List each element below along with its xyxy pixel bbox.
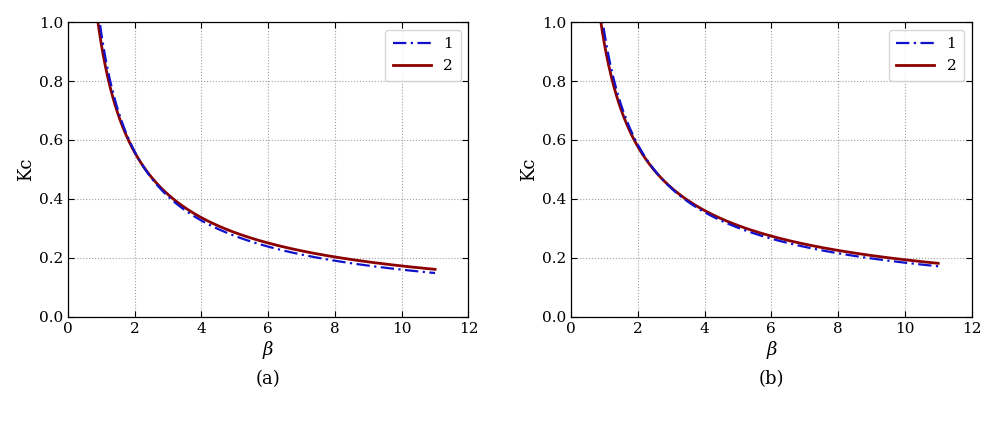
1 bbox=[306, 254, 318, 259]
1 bbox=[347, 261, 359, 266]
2 bbox=[885, 255, 897, 261]
Legend: 1, 2: 1, 2 bbox=[888, 30, 964, 81]
1 bbox=[429, 271, 441, 276]
Line: 1: 1 bbox=[97, 1, 435, 273]
2 bbox=[594, 15, 606, 20]
1 bbox=[112, 107, 124, 112]
2 bbox=[91, 13, 103, 18]
Legend: 1, 2: 1, 2 bbox=[385, 30, 461, 81]
2 bbox=[287, 246, 299, 252]
1 bbox=[91, 0, 103, 3]
Line: 2: 2 bbox=[600, 17, 938, 263]
1 bbox=[799, 244, 811, 249]
Text: (a): (a) bbox=[255, 370, 280, 388]
X-axis label: β: β bbox=[766, 341, 776, 359]
2 bbox=[347, 257, 359, 262]
2 bbox=[932, 261, 944, 266]
1 bbox=[615, 102, 627, 107]
2 bbox=[799, 242, 811, 247]
2 bbox=[850, 251, 862, 256]
Line: 1: 1 bbox=[600, 3, 938, 266]
2 bbox=[809, 244, 821, 249]
1 bbox=[287, 250, 299, 255]
1 bbox=[809, 246, 821, 252]
2 bbox=[615, 107, 627, 112]
Text: (b): (b) bbox=[758, 370, 784, 388]
1 bbox=[382, 265, 394, 271]
Line: 2: 2 bbox=[97, 15, 435, 269]
1 bbox=[850, 254, 862, 259]
2 bbox=[790, 240, 802, 245]
1 bbox=[594, 1, 606, 6]
2 bbox=[382, 262, 394, 267]
Y-axis label: Kc: Kc bbox=[17, 158, 35, 181]
Y-axis label: Kc: Kc bbox=[520, 158, 538, 181]
1 bbox=[790, 242, 802, 248]
2 bbox=[296, 249, 308, 254]
2 bbox=[112, 110, 124, 116]
1 bbox=[296, 252, 308, 257]
2 bbox=[306, 250, 318, 255]
1 bbox=[932, 264, 944, 269]
X-axis label: β: β bbox=[263, 341, 273, 359]
1 bbox=[885, 259, 897, 264]
2 bbox=[429, 267, 441, 272]
